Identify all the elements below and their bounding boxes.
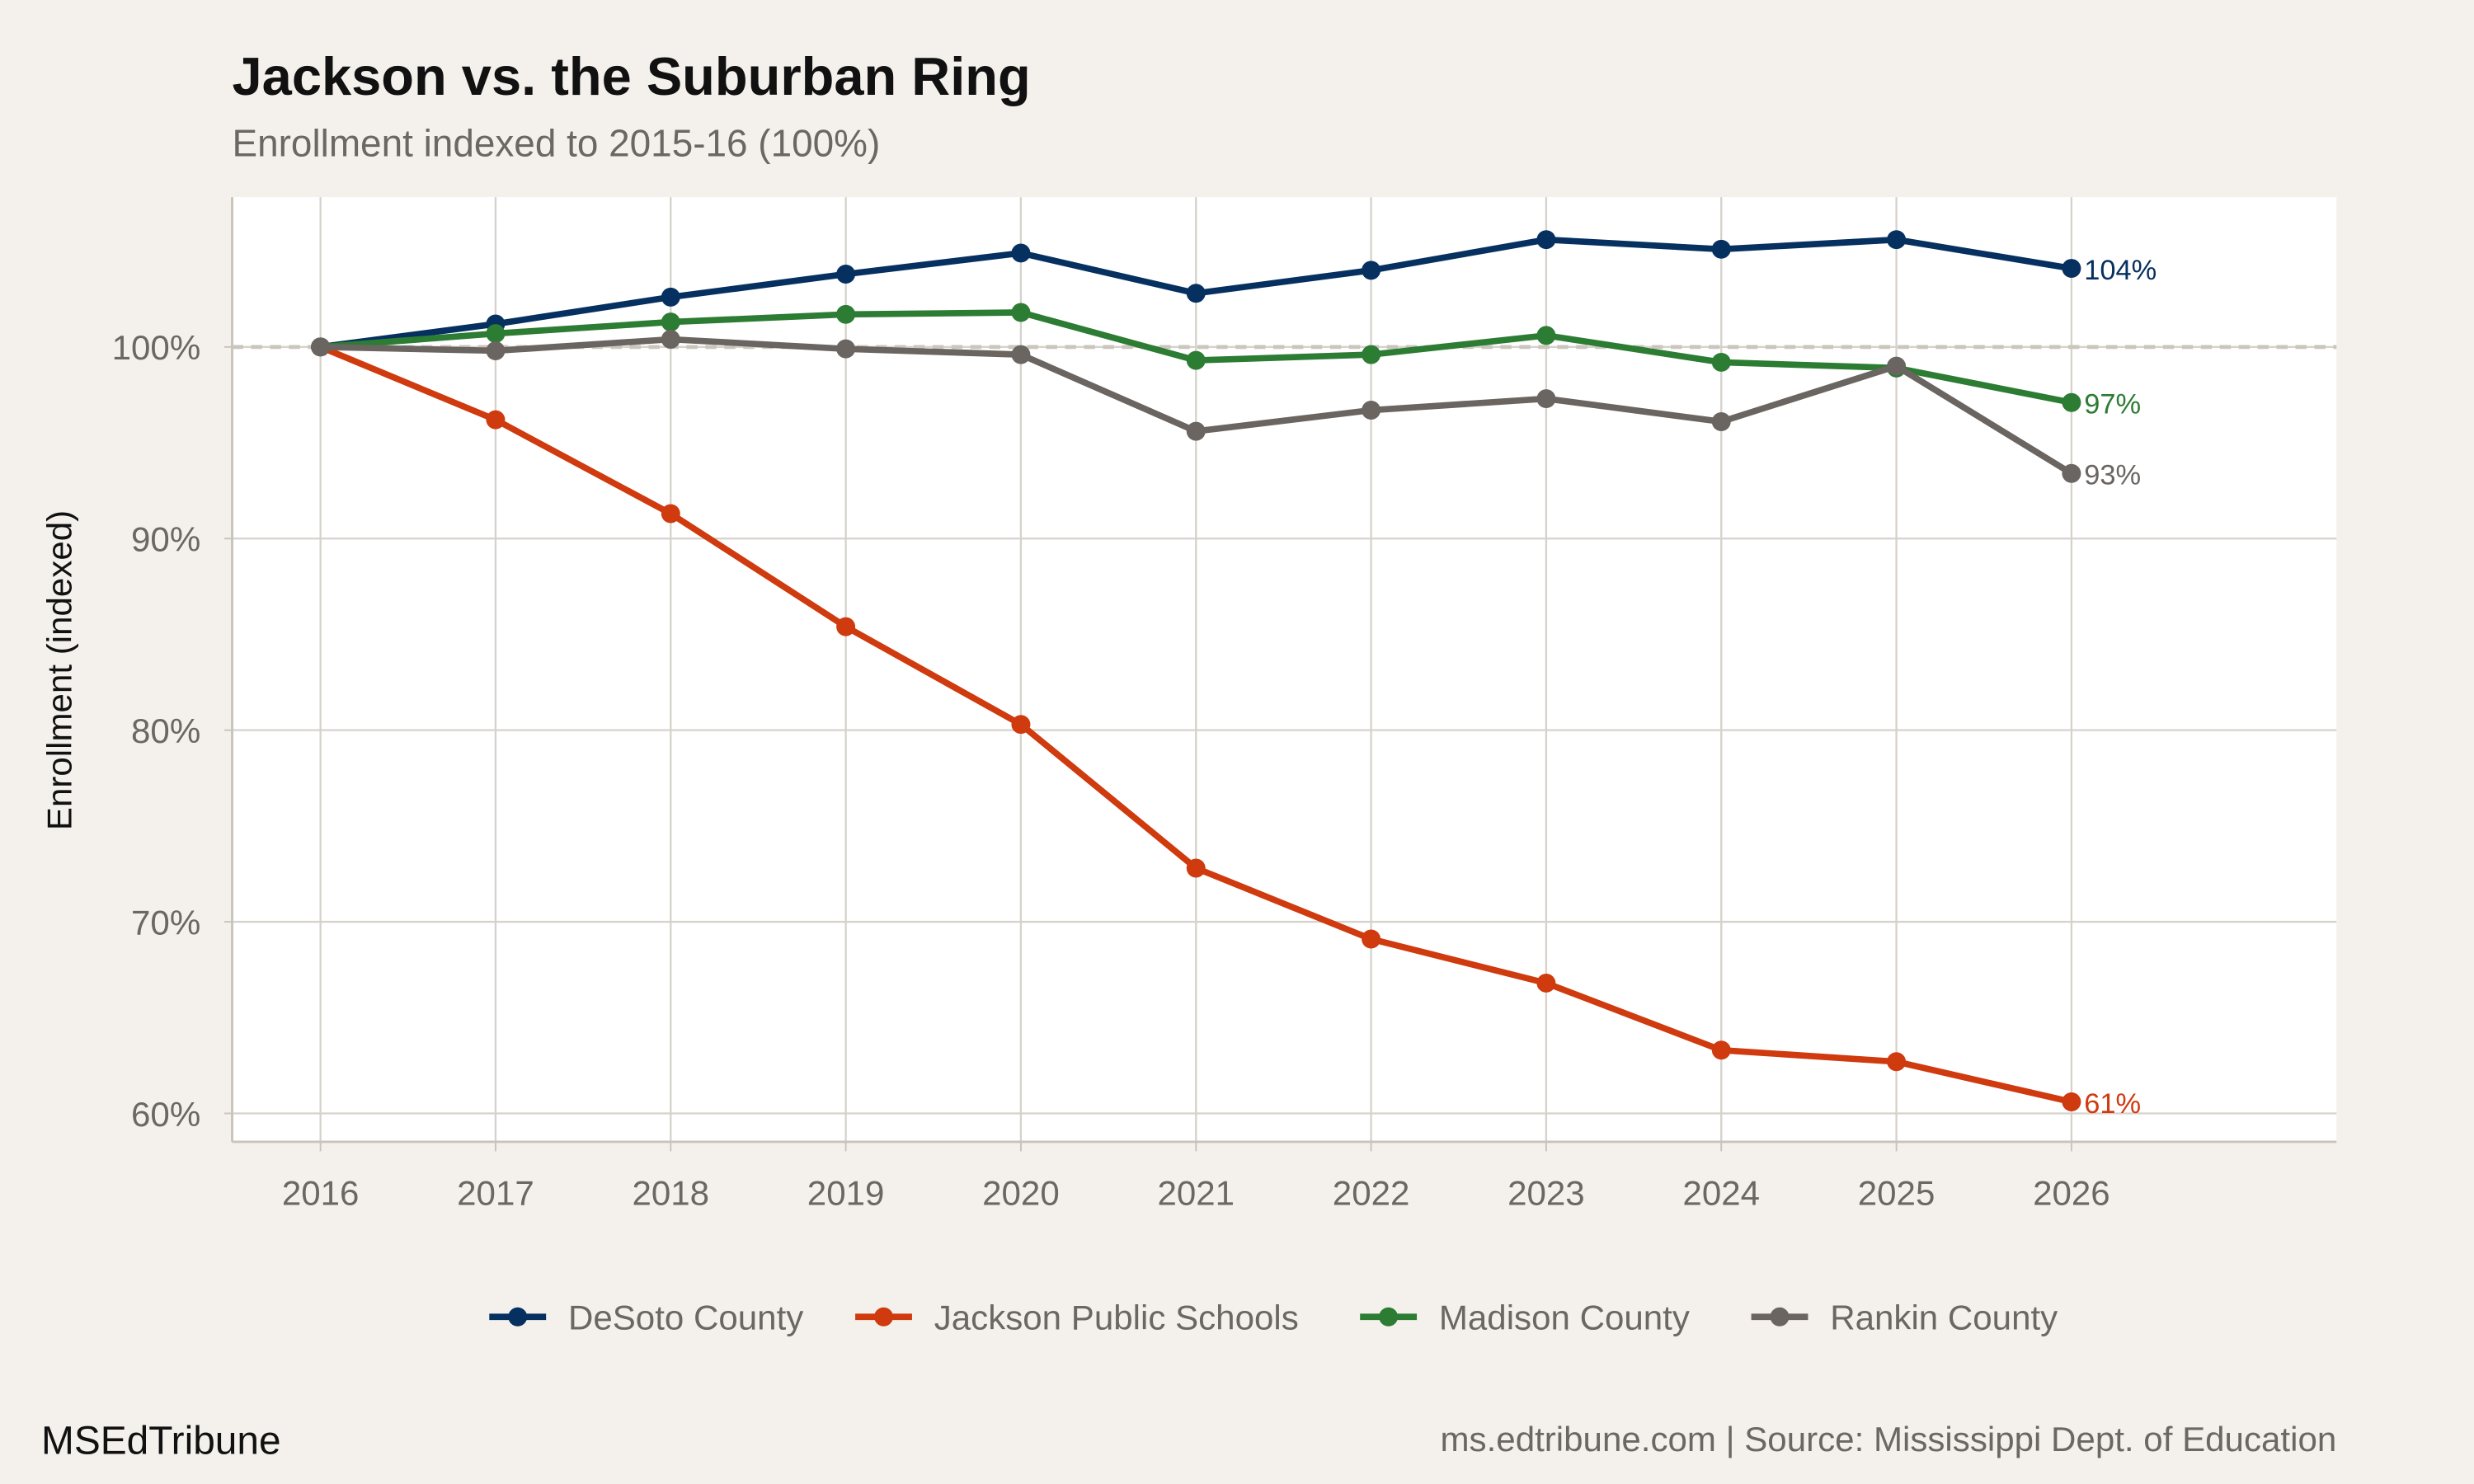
legend-key-point xyxy=(874,1307,893,1327)
data-point xyxy=(1711,411,1731,431)
chart-title: Jackson vs. the Suburban Ring xyxy=(233,46,1031,106)
data-point xyxy=(661,504,680,524)
data-point xyxy=(836,265,856,284)
data-point xyxy=(1011,243,1031,263)
data-point xyxy=(2062,259,2081,279)
data-point xyxy=(1186,858,1206,878)
data-point xyxy=(1536,389,1556,409)
x-tick-label: 2024 xyxy=(1682,1173,1760,1212)
end-label: 93% xyxy=(2084,460,2141,491)
x-tick-label: 2022 xyxy=(1333,1173,1410,1212)
legend-key-point xyxy=(508,1307,528,1327)
x-ticks: 2016 2017 2018 2019 2020 2021 2022 2023 2024 2025… xyxy=(282,1141,2110,1212)
data-point xyxy=(836,339,856,359)
data-point xyxy=(1011,303,1031,322)
legend-key-point xyxy=(1379,1307,1399,1327)
data-point xyxy=(1362,261,1381,280)
y-tick-label: 80% xyxy=(131,711,200,750)
x-tick-label: 2023 xyxy=(1507,1173,1585,1212)
legend-label: Jackson Public Schools xyxy=(934,1298,1299,1337)
end-label: 104% xyxy=(2084,255,2157,286)
series-rankin-county: 93% xyxy=(311,330,2141,491)
series-madison-county: 97% xyxy=(311,303,2141,420)
end-label: 61% xyxy=(2084,1088,2141,1120)
data-point xyxy=(1536,230,1556,250)
y-tick-label: 90% xyxy=(131,520,200,559)
x-tick-label: 2026 xyxy=(2033,1173,2110,1212)
plot-panel xyxy=(232,197,2337,1142)
data-point xyxy=(1887,356,1907,376)
y-ticks: 60% 70% 80% 90% 100% xyxy=(112,328,233,1134)
legend: DeSoto County Jackson Public Schools Madis… xyxy=(489,1298,2058,1337)
data-point xyxy=(661,312,680,332)
data-point xyxy=(1011,715,1031,735)
data-point xyxy=(661,330,680,350)
data-point xyxy=(1711,352,1731,372)
data-point xyxy=(311,337,331,357)
legend-item: Rankin County xyxy=(1751,1298,2058,1337)
series-group: 61% 104% 97% 93% xyxy=(311,230,2157,1120)
data-point xyxy=(1887,1052,1907,1072)
x-tick-label: 2016 xyxy=(282,1173,360,1212)
footer-caption: ms.edtribune.com | Source: Mississippi D… xyxy=(1441,1420,2337,1458)
x-tick-label: 2017 xyxy=(457,1173,534,1212)
series-desoto-county: 104% xyxy=(311,230,2157,357)
data-point xyxy=(661,287,680,307)
data-point xyxy=(1536,326,1556,345)
data-point xyxy=(1711,1040,1731,1060)
data-point xyxy=(1362,345,1381,364)
x-tick-label: 2020 xyxy=(982,1173,1060,1212)
data-point xyxy=(1011,345,1031,364)
legend-item: DeSoto County xyxy=(489,1298,803,1337)
data-point xyxy=(836,617,856,636)
data-point xyxy=(2062,1092,2081,1112)
x-tick-label: 2021 xyxy=(1157,1173,1235,1212)
data-point xyxy=(1887,230,1907,250)
data-point xyxy=(2062,463,2081,483)
x-tick-label: 2025 xyxy=(1858,1173,1935,1212)
y-tick-label: 70% xyxy=(131,903,200,942)
legend-item: Madison County xyxy=(1360,1298,1690,1337)
data-point xyxy=(1186,284,1206,303)
data-point xyxy=(2062,392,2081,412)
data-point xyxy=(1362,401,1381,420)
y-tick-label: 60% xyxy=(131,1095,200,1134)
y-axis-label: Enrollment (indexed) xyxy=(40,510,78,830)
legend-label: Madison County xyxy=(1439,1298,1690,1337)
legend-label: DeSoto County xyxy=(568,1298,803,1337)
x-tick-label: 2018 xyxy=(632,1173,709,1212)
end-label: 97% xyxy=(2084,389,2141,420)
data-point xyxy=(1711,239,1731,259)
series-jackson-public-schools: 61% xyxy=(311,337,2141,1120)
data-point xyxy=(486,410,506,430)
data-point xyxy=(1186,421,1206,441)
footer-brand: MSEdTribune xyxy=(41,1420,281,1463)
x-tick-label: 2019 xyxy=(807,1173,885,1212)
legend-key-point xyxy=(1770,1307,1790,1327)
data-point xyxy=(486,324,506,344)
legend-label: Rankin County xyxy=(1830,1298,2058,1337)
data-point xyxy=(836,304,856,324)
data-point xyxy=(486,341,506,360)
legend-item: Jackson Public Schools xyxy=(855,1298,1299,1337)
data-point xyxy=(1536,973,1556,993)
chart-subtitle: Enrollment indexed to 2015-16 (100%) xyxy=(233,121,881,164)
y-tick-label: 100% xyxy=(112,328,201,367)
data-point xyxy=(1362,929,1381,949)
data-point xyxy=(1186,350,1206,370)
